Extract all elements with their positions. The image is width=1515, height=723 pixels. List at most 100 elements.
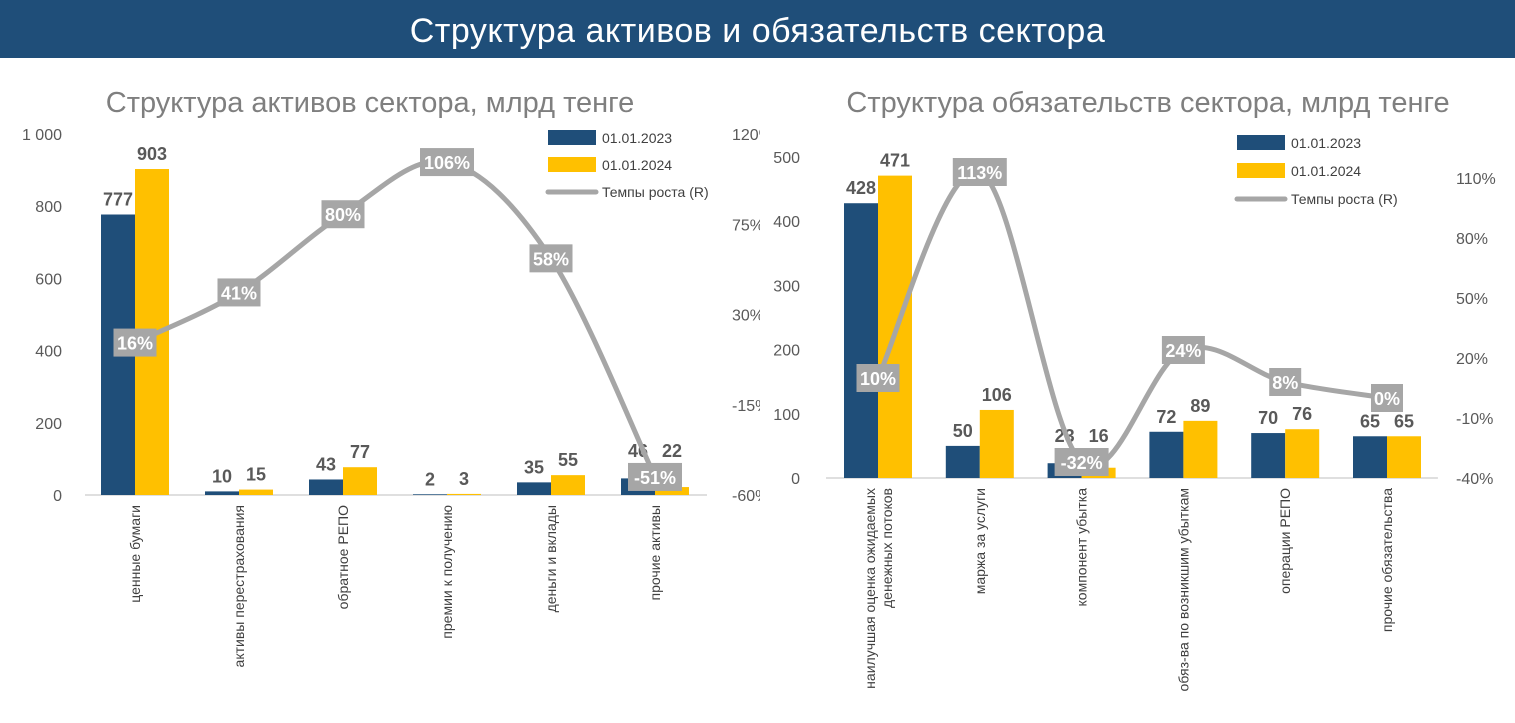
y2-axis: -40% -10% 20% 50% 80% 110% [1456,171,1496,488]
growth-label: 106% [424,153,470,173]
bar-value-label: 106 [982,385,1012,405]
growth-label: -51% [634,468,676,488]
bar-value-label: 89 [1190,396,1210,416]
bar-value-label: 65 [1360,411,1380,431]
growth-label: 80% [325,205,361,225]
y2-axis: -60% -15% 30% 75% 120% [732,127,769,505]
legend-label: 01.01.2024 [602,157,672,173]
y2-tick-label: 80% [1456,231,1488,248]
category-label: активы перестрахования [231,505,247,667]
bar-value-label: 777 [103,190,133,210]
bar-2023 [517,482,551,495]
bar-2023 [945,445,980,478]
category-label: прочие обязательства [1379,488,1395,632]
growth-label-box [952,158,1007,186]
growth-label-box [628,462,682,491]
growth-label-box [529,244,573,273]
bar-value-label: 55 [558,450,578,470]
legend-label: Темпы роста (R) [602,184,709,200]
category-label: деньги и вклады [543,505,559,612]
legend-swatch [1237,135,1285,150]
bar-value-label: 10 [212,466,232,486]
chart-2: Структура обязательств сектора, млрд тен… [773,87,1495,691]
category-label: ценные бумаги [127,505,143,603]
bar-value-label: 35 [524,457,544,477]
growth-label-box [321,200,365,229]
bar-value-label: 903 [137,144,167,164]
growth-label: 16% [117,334,153,354]
y-tick-label: 200 [773,343,800,360]
legend-swatch [548,157,596,172]
bar-2024 [655,487,689,495]
y-tick-label: 500 [773,150,800,167]
bar-2024 [1387,436,1421,478]
category-label: компонент убытка [1074,488,1090,607]
y-tick-label: 400 [35,344,62,361]
bar-value-label: 428 [846,178,876,198]
bar-value-label: 22 [662,441,682,461]
bar-2024 [551,475,585,495]
y-tick-label: 200 [35,416,62,433]
bar-value-label: 15 [246,465,266,485]
y2-tick-label: 20% [1456,351,1488,368]
growth-label: -32% [1061,453,1103,473]
legend-swatch [1237,163,1285,178]
bar-value-label: 3 [459,469,469,489]
growth-label: 24% [1165,341,1201,361]
category-label: операции РЕПО [1277,488,1293,594]
growth-label-box [217,278,261,307]
bar-2023 [844,203,878,478]
bar-value-label: 72 [1156,407,1176,427]
y-tick-label: 600 [35,271,62,288]
legend-label: 01.01.2023 [602,130,672,146]
y-tick-label: 100 [773,407,800,424]
bar-value-label: 65 [1394,411,1414,431]
legend-label: 01.01.2024 [1291,163,1361,179]
growth-label-box [420,148,474,177]
bar-value-label: 16 [1089,426,1109,446]
bar-2023 [309,479,343,495]
growth-label: 58% [533,249,569,269]
growth-label: 113% [957,163,1002,183]
category-label: прочие активы [647,505,663,600]
bar-value-label: 43 [316,454,336,474]
y-tick-label: 0 [791,471,800,488]
growth-line [132,158,658,480]
growth-label: 8% [1272,373,1298,393]
growth-label-box [1371,384,1403,412]
y2-tick-label: -40% [1456,471,1493,488]
bar-2023 [1353,436,1387,478]
page-header: Структура активов и обязательств сектора [0,0,1515,58]
y2-tick-label: -15% [732,398,769,415]
legend-label: Темпы роста (R) [1291,191,1398,207]
category-label: обратное РЕПО [335,505,351,609]
bar-2024 [1285,429,1320,478]
bar-2023 [1251,433,1286,478]
legend: 01.01.2023 01.01.2024 Темпы роста (R) [545,130,709,200]
bar-2023 [1149,431,1184,478]
category-label: обяз-ва по возникшим убыткам [1175,488,1191,691]
growth-label-box [1054,448,1109,476]
y2-tick-label: -60% [732,488,769,505]
growth-label-box [856,364,900,392]
y-tick-label: 300 [773,278,800,295]
category-label: премии к получению [439,505,455,639]
chart-1: Структура активов сектора, млрд тенге020… [22,87,769,667]
chart-title: Структура обязательств сектора, млрд тен… [846,87,1449,119]
y-tick-label: 400 [773,214,800,231]
category-label: маржа за услуги [972,488,988,594]
bar-2023 [205,491,239,495]
bar-value-label: 2 [425,469,435,489]
y-tick-label: 0 [53,488,62,505]
y2-tick-label: 110% [1456,171,1496,188]
y2-tick-label: 30% [732,308,764,325]
legend-swatch [548,130,596,145]
bar-value-label: 70 [1258,408,1278,428]
bar-value-label: 77 [350,442,370,462]
bar-value-label: 76 [1292,404,1312,424]
bar-2024 [343,467,377,495]
growth-label: 41% [221,283,257,303]
growth-label: 0% [1374,389,1400,409]
growth-label-box [1269,368,1302,396]
